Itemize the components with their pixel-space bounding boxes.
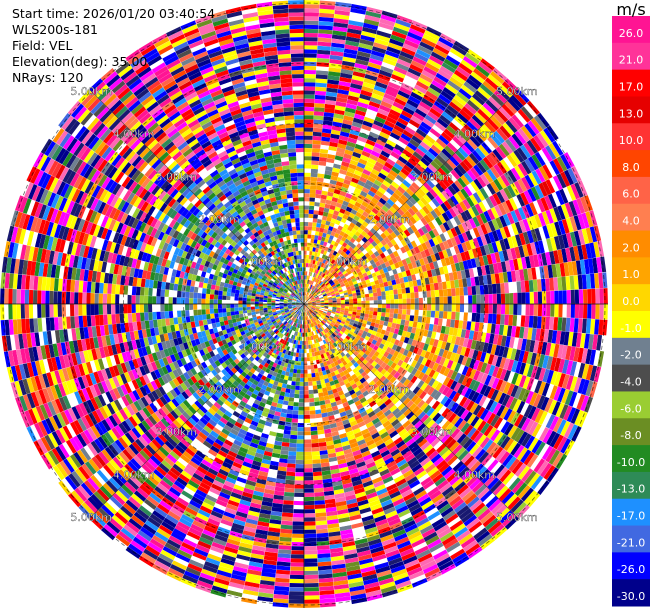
colorbar-segment [612, 16, 650, 44]
range-ring-label: 3.00km [411, 426, 453, 439]
colorbar-segment [612, 418, 650, 446]
colorbar-tick-label: 8.0 [622, 161, 640, 174]
colorbar-segment [612, 257, 650, 285]
colorbar-segment [612, 230, 650, 258]
colorbar-segment [612, 498, 650, 527]
colorbar-segment [612, 471, 650, 500]
colorbar-tick-label: 10.0 [619, 134, 644, 147]
colorbar-segment [612, 311, 650, 339]
colorbar-tick-label: -6.0 [620, 402, 641, 415]
colorbar-segment [612, 176, 650, 205]
range-ring-label: 2.00km [368, 213, 410, 226]
velocity-gates [0, 42, 575, 598]
colorbar-units: m/s [616, 0, 646, 19]
colorbar-tick-label: -1.0 [620, 322, 641, 335]
range-ring-label: 1.00km [241, 255, 283, 268]
colorbar-segment [612, 391, 650, 419]
colorbar-tick-label: 2.0 [622, 241, 640, 254]
range-ring-label: 5.00km [70, 85, 112, 98]
colorbar-tick-label: 21.0 [619, 54, 644, 67]
nrays-label: NRays: 120 [12, 70, 84, 85]
range-ring-label: 1.00km [326, 255, 368, 268]
colorbar-segment [612, 552, 650, 580]
range-ring-label: 5.00km [496, 85, 538, 98]
colorbar-segment [612, 42, 650, 71]
range-ring-label: 2.00km [368, 383, 410, 396]
range-ring-labels: 1.00km 1.00km 1.00km 1.00km 2.00km 2.00km 2.00… [70, 85, 538, 524]
colorbar-segment [612, 203, 650, 232]
velocity-gates [4, 4, 604, 608]
colorbar-segment [612, 284, 650, 312]
colorbar-tick-label: -26.0 [617, 563, 645, 576]
range-ring-label: 4.00km [453, 468, 495, 481]
instrument-label: WLS200s-181 [12, 22, 98, 37]
velocity-gates [10, 14, 594, 575]
colorbar-segment [612, 123, 650, 151]
colorbar-tick-label: -17.0 [617, 510, 645, 523]
colorbar-tick-label: -30.0 [617, 590, 645, 603]
colorbar-segment [612, 525, 650, 553]
colorbar-segment [612, 364, 650, 392]
start-time-label: Start time: 2026/01/20 03:40:54 [12, 6, 216, 21]
colorbar-segment [612, 69, 650, 97]
range-ring-label: 3.00km [411, 170, 453, 183]
colorbar-segment [612, 579, 650, 607]
range-ring-label: 4.00km [453, 128, 495, 141]
colorbar-tick-label: -4.0 [620, 375, 641, 388]
colorbar-tick-label: -2.0 [620, 349, 641, 362]
range-ring-label: 1.00km [326, 341, 368, 354]
colorbar-tick-label: 6.0 [622, 188, 640, 201]
velocity-gates [0, 4, 599, 605]
velocity-gates [0, 3, 600, 608]
range-ring-label: 3.00km [156, 170, 198, 183]
colorbar-segment [612, 337, 650, 366]
colorbar-segment [612, 445, 650, 473]
colorbar-tick-label: 13.0 [619, 107, 644, 120]
colorbar: 26.0 21.0 17.0 13.0 10.0 8.0 6.0 4.0 2.0 1.0 0.0 -1… [612, 16, 650, 607]
range-ring-label: 5.00km [496, 511, 538, 524]
velocity-gates [1, 48, 588, 576]
colorbar-tick-label: -10.0 [617, 456, 645, 469]
colorbar-tick-label: -8.0 [620, 429, 641, 442]
colorbar-tick-label: 0.0 [622, 295, 640, 308]
range-ring-label: 2.00km [198, 213, 240, 226]
colorbar-tick-label: 26.0 [619, 27, 644, 40]
velocity-gates [1, 8, 607, 604]
range-ring-label: 4.00km [113, 128, 155, 141]
range-ring-label: 2.00km [198, 383, 240, 396]
colorbar-tick-label: -21.0 [617, 536, 645, 549]
field-label: Field: VEL [12, 38, 73, 53]
colorbar-tick-label: 4.0 [622, 215, 640, 228]
elevation-label: Elevation(deg): 35.00 [12, 54, 148, 69]
colorbar-segment [612, 96, 650, 124]
colorbar-segment [612, 150, 650, 178]
colorbar-tick-label: 17.0 [619, 80, 644, 93]
range-ring-label: 1.00km [241, 341, 283, 354]
range-ring-label: 3.00km [156, 426, 198, 439]
colorbar-tick-label: -13.0 [617, 483, 645, 496]
range-ring-label: 5.00km [70, 511, 112, 524]
colorbar-tick-label: 1.0 [622, 268, 640, 281]
azimuth-line [88, 88, 520, 520]
range-ring-label: 4.00km [113, 468, 155, 481]
range-grid [0, 0, 608, 608]
